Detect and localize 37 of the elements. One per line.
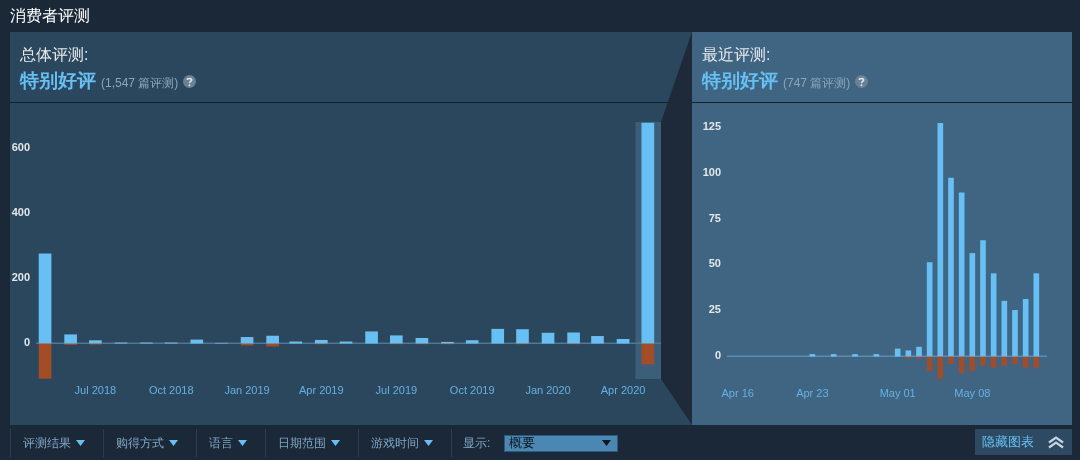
chart-title: 最近评测: (702, 45, 771, 65)
y-tick-label: 0 (714, 349, 721, 362)
x-tick-label: Jan 2019 (224, 383, 270, 396)
y-tick-label: 125 (702, 119, 721, 132)
text: 显示: (451, 429, 505, 457)
text: 购得方式 (116, 434, 164, 452)
y-tick-label: 600 (11, 141, 30, 154)
chart-subtitle: 特别好评 (20, 69, 96, 93)
x-tick-label: May 08 (954, 386, 991, 399)
y-tick-label: 200 (11, 271, 30, 284)
select-box: 概要 (504, 434, 619, 452)
x-tick-label: Jul 2019 (375, 383, 418, 396)
x-tick-label: Apr 2020 (600, 383, 646, 396)
y-tick-label: 50 (708, 257, 721, 270)
text: 游戏时间 (371, 434, 419, 452)
collapse-button: 隐藏图表 (975, 429, 1072, 455)
chart-subtitle: 特别好评 (702, 69, 778, 93)
x-tick-label: May 01 (879, 386, 916, 399)
y-tick-label: 0 (23, 336, 30, 349)
x-tick-label: Jul 2018 (74, 383, 117, 396)
x-tick-label: Oct 2018 (148, 383, 194, 396)
text: 日期范围 (278, 434, 326, 452)
y-tick-label: 25 (708, 303, 721, 316)
text: (1,547 篇评测) (101, 74, 179, 91)
text: (747 篇评测) (783, 74, 851, 91)
y-tick-label: 75 (708, 211, 721, 224)
x-tick-label: Apr 2019 (298, 383, 344, 396)
text: 评测结果 (23, 434, 71, 452)
x-tick-label: Apr 23 (796, 386, 829, 399)
x-tick-label: Oct 2019 (449, 383, 495, 396)
text: 语言 (209, 434, 233, 452)
chart-title: 总体评测: (20, 45, 89, 65)
x-tick-label: Jan 2020 (525, 383, 571, 396)
x-tick-label: Apr 16 (721, 386, 754, 399)
y-tick-label: 400 (11, 206, 30, 219)
y-tick-label: 100 (702, 165, 721, 178)
text: 消费者评测 (10, 6, 90, 26)
